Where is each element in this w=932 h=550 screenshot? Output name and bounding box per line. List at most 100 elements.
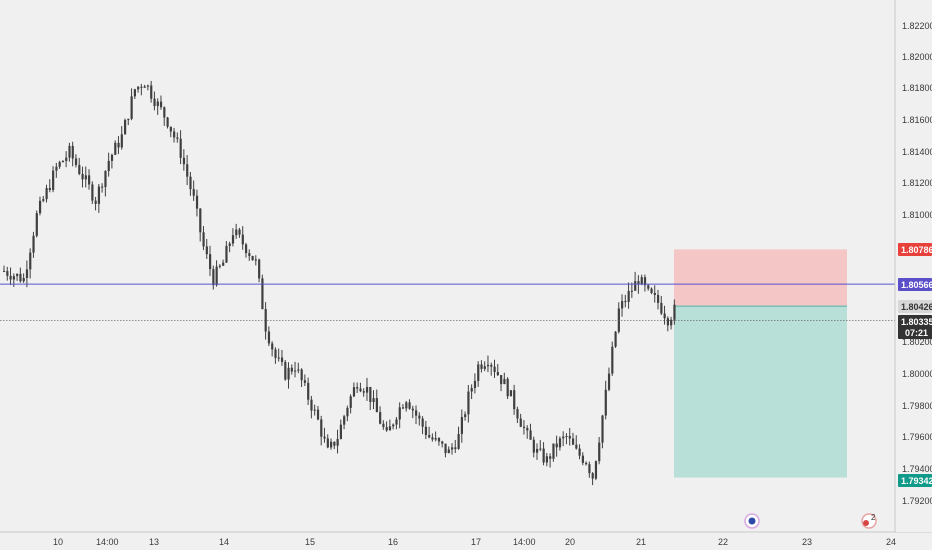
candle-body	[182, 157, 186, 165]
candle-body	[444, 443, 447, 454]
candle-body	[173, 131, 176, 138]
x-tick-label: 17	[471, 537, 481, 547]
candle-body	[235, 229, 238, 236]
x-tick-label: 16	[388, 537, 398, 547]
candle-body	[218, 265, 222, 267]
candle-body	[359, 388, 362, 392]
event-badge-1[interactable]	[744, 513, 760, 529]
x-tick-label: 23	[802, 537, 812, 547]
candle-body	[146, 85, 150, 87]
candle-body	[627, 291, 630, 302]
candle-body	[310, 399, 313, 411]
candle-body	[74, 158, 78, 165]
y-tick-labels: 1.82200 1.82000 1.81800 1.81600 1.81400 …	[902, 21, 932, 506]
candle-body	[3, 270, 6, 272]
candle-body	[467, 391, 470, 415]
candle-body	[91, 184, 94, 201]
x-tick-label: 13	[149, 537, 159, 547]
candle-body	[205, 246, 208, 255]
candle-body	[258, 259, 261, 279]
candle-body	[555, 443, 558, 448]
candle-body	[320, 419, 323, 437]
x-tick-label: 14:00	[96, 537, 119, 547]
candle-body	[532, 439, 535, 453]
candle-body	[392, 424, 395, 427]
candle-body	[431, 437, 434, 440]
candle-body	[581, 455, 584, 463]
candle-body	[464, 414, 467, 418]
candle-body	[290, 367, 293, 372]
candle-body	[222, 262, 225, 266]
candle-body	[552, 443, 555, 459]
candle-body	[150, 85, 153, 99]
line-price-tag[interactable]: 1.80566	[898, 278, 932, 291]
candle-body	[424, 426, 428, 436]
candle-body	[176, 137, 179, 139]
candle-body	[624, 301, 627, 303]
candle-body	[88, 175, 91, 185]
candle-body	[133, 89, 136, 97]
reward-zone[interactable]	[674, 306, 847, 478]
candle-body	[12, 276, 16, 280]
x-tick-label: 14	[219, 537, 229, 547]
candle-body	[192, 189, 195, 196]
candle-body	[418, 415, 421, 419]
countdown-label: 07:21	[905, 328, 928, 338]
candle-body	[522, 426, 526, 428]
candle-body	[137, 86, 140, 90]
target-price-tag[interactable]: 1.79342	[898, 474, 932, 487]
y-tick-label: 1.82000	[902, 52, 932, 62]
candle-body	[333, 441, 336, 446]
candle-body	[405, 402, 408, 409]
candle-body	[169, 126, 172, 132]
x-tick-label: 22	[718, 537, 728, 547]
candle-body	[614, 331, 617, 347]
risk-zone[interactable]	[674, 249, 847, 307]
candle-body	[25, 269, 29, 278]
candle-body	[450, 447, 454, 450]
candle-body	[500, 375, 503, 385]
candles	[3, 80, 676, 486]
candle-body	[634, 281, 637, 291]
y-tick-label: 1.79800	[902, 401, 932, 411]
candle-body	[536, 448, 539, 453]
last-price-tag[interactable]: 1.80335 07:21	[898, 315, 932, 339]
candle-body	[97, 186, 101, 204]
x-tick-label: 10	[53, 537, 63, 547]
candle-body	[509, 390, 513, 397]
candle-body	[398, 407, 401, 420]
x-tick-labels: 10 14:00 13 14 15 16 17 14:00 20 21 22 2…	[53, 537, 896, 547]
time-scale[interactable]	[0, 533, 932, 550]
candle-body	[267, 331, 271, 344]
candle-body	[42, 199, 45, 201]
candle-body	[647, 285, 650, 289]
candle-body	[287, 367, 290, 380]
candle-body	[140, 86, 143, 88]
candle-body	[480, 364, 483, 369]
candle-body	[78, 164, 81, 174]
candle-body	[61, 161, 65, 163]
price-scale[interactable]	[896, 0, 932, 532]
y-tick-label: 1.81000	[902, 210, 932, 220]
candle-body	[571, 438, 575, 445]
candle-body	[163, 107, 166, 118]
event-badge-2[interactable]: 2	[861, 513, 877, 529]
candle-body	[578, 448, 581, 456]
candle-body	[372, 398, 375, 403]
candle-body	[428, 435, 431, 438]
candle-body	[349, 396, 352, 408]
y-tick-label: 1.82200	[902, 21, 932, 31]
candle-body	[604, 389, 607, 416]
candle-body	[189, 176, 192, 190]
candle-body	[248, 253, 251, 257]
candle-body	[607, 373, 611, 390]
candle-body	[130, 96, 133, 119]
candle-body	[143, 86, 146, 88]
y-tick-label: 1.79400	[902, 464, 932, 474]
entry-price-tag[interactable]: 1.80426	[898, 300, 932, 313]
stop-price-tag[interactable]: 1.80786	[898, 243, 932, 256]
candle-body	[58, 162, 61, 167]
candle-body	[323, 436, 326, 439]
candle-body	[238, 229, 241, 235]
